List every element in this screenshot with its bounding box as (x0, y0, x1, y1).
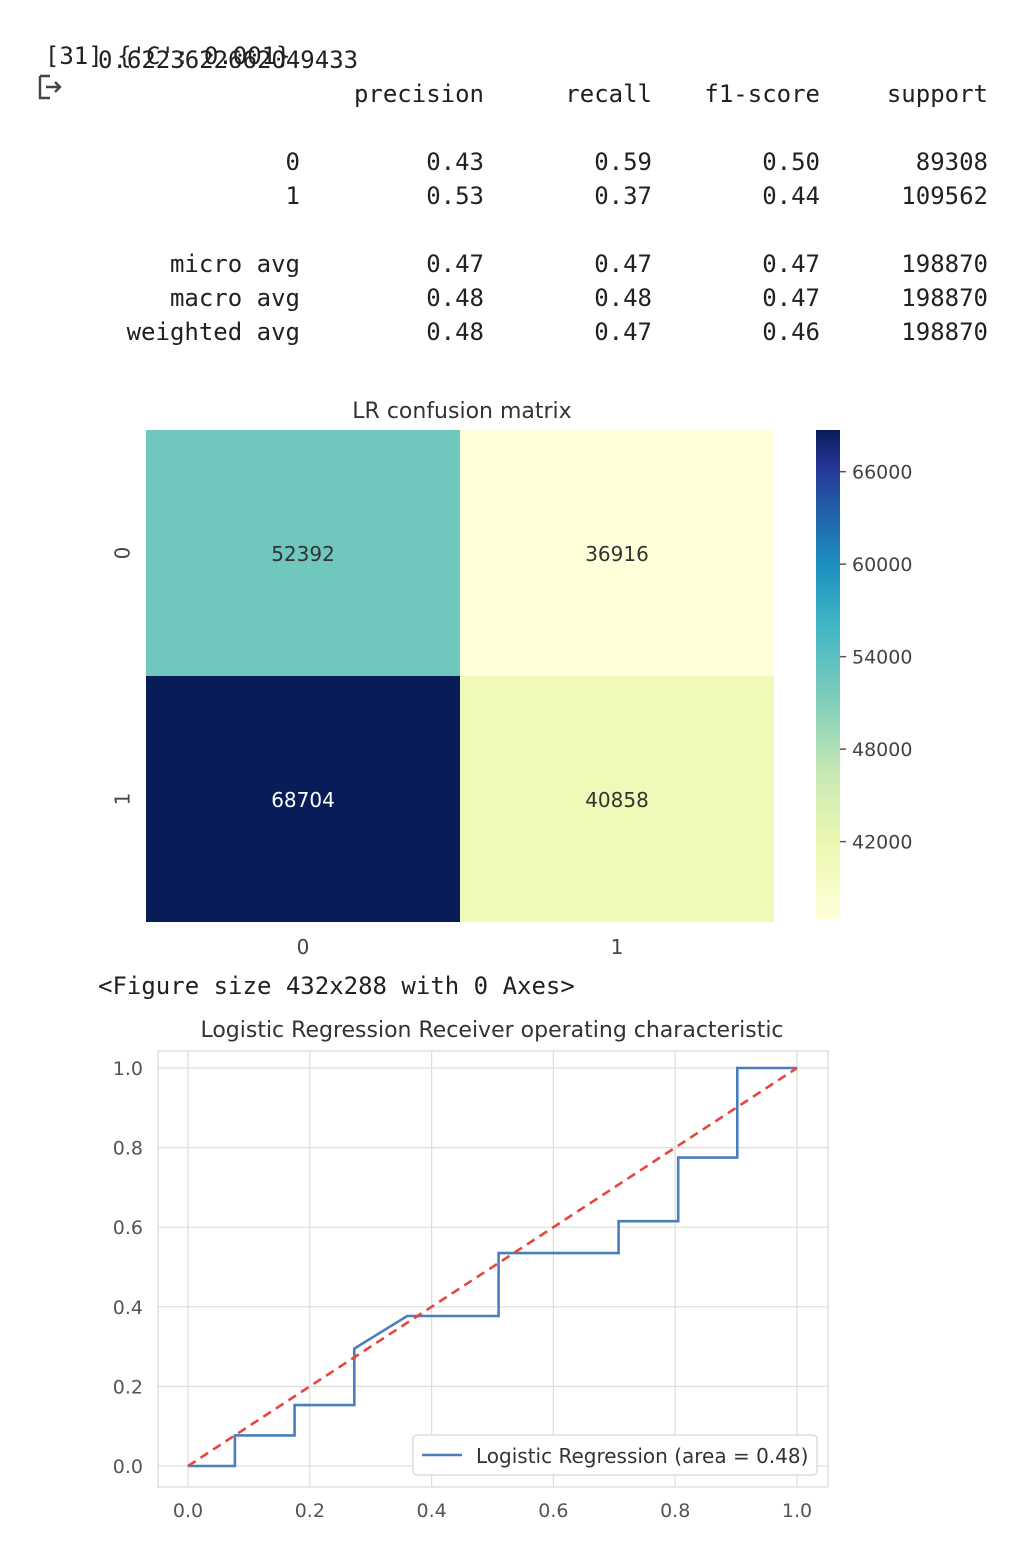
heatmap-cell (146, 676, 460, 922)
roc-y-tick: 0.0 (113, 1456, 143, 1478)
execution-count: [31] (44, 42, 103, 70)
report-cell: 0.47 (762, 284, 820, 312)
report-header-f1-score: f1-score (704, 80, 820, 108)
heatmap-cell (146, 430, 460, 676)
report-header-recall: recall (565, 80, 652, 108)
colorbar-tick-label: 48000 (852, 739, 912, 761)
report-cell: 0.46 (762, 318, 820, 346)
roc-curve (188, 1066, 797, 1468)
roc-x-tick: 0.6 (538, 1500, 568, 1522)
report-cell: 0.37 (594, 182, 652, 210)
heatmap-x-tick: 0 (297, 935, 310, 959)
report-cell: 0.59 (594, 148, 652, 176)
report-cell: 0.47 (594, 318, 652, 346)
roc-y-tick: 0.8 (113, 1138, 143, 1160)
report-header-precision: precision (353, 80, 484, 108)
report-cell: 89308 (915, 148, 988, 176)
roc-legend-label: Logistic Regression (area = 0.48) (476, 1444, 808, 1468)
output-icon[interactable] (34, 72, 66, 104)
roc-chart: Logistic Regression Receiver operating c… (113, 1018, 829, 1522)
figure-note: <Figure size 432x288 with 0 Axes> (98, 972, 575, 1000)
cell-prompt: [31] {'C': 0.001} (16, 14, 291, 70)
colorbar-tick-label: 54000 (852, 647, 912, 669)
heatmap-y-tick: 0 (111, 547, 135, 560)
heatmap-cell-label: 68704 (271, 788, 335, 812)
heatmap-cell-label: 36916 (585, 542, 649, 566)
report-cell: 198870 (901, 250, 988, 278)
roc-y-tick: 0.6 (113, 1217, 143, 1239)
colorbar (816, 430, 840, 920)
roc-plot-area (157, 1050, 829, 1488)
report-row-label: macro avg (169, 284, 300, 312)
roc-chance-line (187, 1066, 798, 1468)
report-cell: 198870 (901, 318, 988, 346)
heatmap-y-tick: 1 (111, 793, 135, 806)
heatmap-cell-label: 40858 (585, 788, 649, 812)
roc-x-tick: 0.2 (295, 1500, 325, 1522)
roc-x-tick: 0.4 (416, 1500, 446, 1522)
roc-title: Logistic Regression Receiver operating c… (200, 1018, 783, 1043)
roc-y-tick: 1.0 (113, 1058, 143, 1080)
report-row-label: 0 (285, 148, 300, 176)
heatmap-cell (460, 676, 774, 922)
confusion-matrix-chart: LR confusion matrix 52392 36916 68704 40858… (111, 399, 913, 959)
colorbar-tick-label: 66000 (852, 462, 912, 484)
report-row-label: 1 (285, 182, 300, 210)
roc-y-tick: 0.4 (113, 1297, 143, 1319)
colorbar-tick-label: 42000 (852, 832, 912, 854)
colorbar-tick-label: 60000 (852, 554, 912, 576)
roc-legend-box (412, 1434, 818, 1476)
report-cell: 0.44 (762, 182, 820, 210)
report-cell: 0.50 (762, 148, 820, 176)
report-cell: 0.47 (594, 250, 652, 278)
report-header-support: support (886, 80, 988, 108)
roc-x-tick: 0.8 (660, 1500, 690, 1522)
report-cell: 0.43 (426, 148, 484, 176)
report-cell: 0.48 (594, 284, 652, 312)
report-cell: 198870 (901, 284, 988, 312)
roc-x-tick: 1.0 (782, 1500, 812, 1522)
roc-y-tick: 0.2 (113, 1376, 143, 1398)
heatmap-x-tick: 1 (611, 935, 624, 959)
score-output: 0.6223622662049433 (98, 46, 359, 74)
report-cell: 109562 (901, 182, 988, 210)
report-row-label: micro avg (169, 250, 300, 278)
report-row-label: weighted avg (126, 318, 300, 346)
report-cell: 0.48 (426, 318, 484, 346)
report-cell: 0.53 (426, 182, 484, 210)
heatmap-title: LR confusion matrix (352, 399, 571, 424)
roc-x-tick: 0.0 (173, 1500, 203, 1522)
report-cell: 0.48 (426, 284, 484, 312)
heatmap-cell-label: 52392 (271, 542, 335, 566)
report-cell: 0.47 (762, 250, 820, 278)
heatmap-cell (460, 430, 774, 676)
best-params-output: {'C': 0.001} (117, 42, 291, 70)
report-cell: 0.47 (426, 250, 484, 278)
